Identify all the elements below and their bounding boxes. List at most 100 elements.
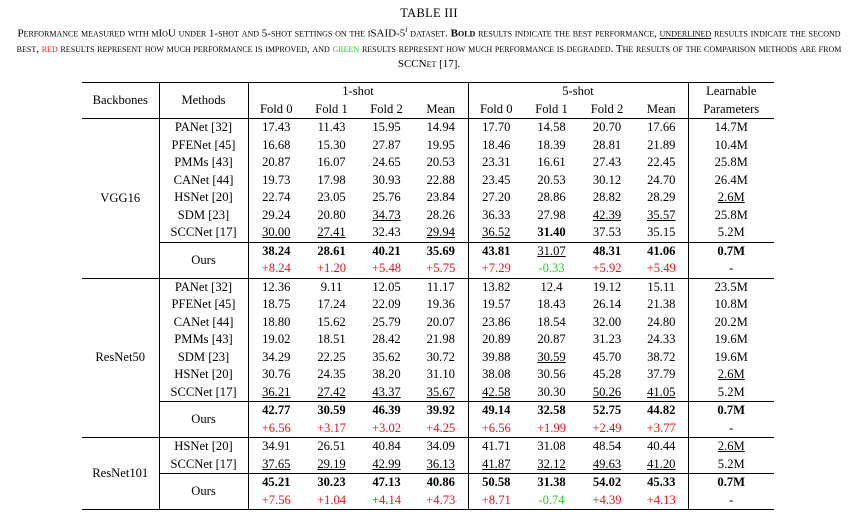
value-cell: 28.82 [592, 190, 622, 205]
method-name: CANet [44] [158, 313, 248, 331]
value-cell: 24.35 [317, 367, 346, 382]
value-cell: 25.79 [372, 314, 401, 329]
value-cell: 32.00 [592, 314, 622, 329]
value-cell: 20.80 [317, 207, 346, 222]
value-cell: 23.45 [467, 171, 524, 189]
value-cell: 28.29 [647, 190, 676, 205]
ours-cell: 0.7M [687, 241, 774, 260]
delta-cell: +5.92 [592, 261, 622, 276]
table-row: SCCNet [17] 30.00 27.41 32.43 29.94 36.52 31.4… [82, 224, 774, 242]
value-cell: 15.95 [359, 118, 414, 137]
value-cell: 40.44 [635, 437, 688, 456]
value-cell: 20.87 [247, 154, 304, 172]
method-name: PMMs [43] [158, 331, 248, 349]
value-cell: 17.43 [247, 118, 304, 137]
value-cell: 30.76 [247, 366, 304, 384]
value-cell: 18.80 [247, 313, 304, 331]
value-cell: 27.20 [467, 189, 524, 207]
ours-cell: 35.69 [414, 241, 468, 260]
delta-cell: -0.33 [538, 261, 565, 276]
value-cell: 25.8M [687, 206, 774, 224]
value-cell: 35.67 [426, 384, 455, 399]
method-name: SCCNet [17] [158, 455, 248, 474]
value-cell: 23.5M [687, 277, 774, 296]
header-1shot-mean: Mean [426, 101, 456, 116]
value-cell: 27.42 [317, 384, 346, 399]
table-row: CANet [44] 19.73 17.98 30.93 22.88 23.45 20.53… [82, 171, 774, 189]
ours-cell: 45.33 [635, 473, 688, 492]
value-cell: 50.26 [592, 384, 622, 399]
caption-green-word: green [332, 42, 360, 55]
table-body: VGG16 PANet [32] 17.43 11.43 15.95 14.94 17.70… [82, 118, 774, 510]
value-cell: 38.20 [372, 367, 401, 382]
ours-cell: 0.7M [687, 473, 774, 492]
value-cell: 34.91 [247, 437, 304, 456]
delta-cell: +4.13 [635, 491, 688, 510]
value-cell: 24.65 [372, 155, 401, 170]
delta-cell: -0.74 [524, 491, 579, 510]
value-cell: 42.99 [372, 456, 401, 471]
value-cell: 35.57 [647, 207, 676, 222]
value-cell: 31.08 [524, 437, 579, 456]
value-cell: 19.36 [426, 297, 455, 312]
delta-cell: - [687, 260, 774, 278]
value-cell: 20.53 [426, 155, 455, 170]
method-name: PMMs [43] [158, 154, 248, 172]
delta-cell: +1.99 [536, 420, 567, 435]
value-cell: 18.39 [537, 137, 566, 152]
delta-cell: +1.20 [316, 261, 347, 276]
delta-cell: +6.56 [467, 419, 524, 438]
value-cell: 11.17 [414, 277, 468, 296]
value-cell: 30.93 [372, 172, 401, 187]
method-name: HSNet [20] [158, 366, 248, 384]
value-cell: 23.05 [317, 190, 346, 205]
delta-cell: +3.77 [646, 420, 676, 435]
value-cell: 15.30 [317, 137, 346, 152]
table-caption: Performance measured with mIoU under 1-s… [6, 22, 852, 73]
table-row: ResNet50 PANet [32] 12.36 9.11 12.05 11.17 13.… [82, 277, 774, 438]
value-cell: 18.43 [537, 297, 566, 312]
ours-cell: 54.02 [579, 473, 635, 492]
ours-row: Ours 42.77 30.59 46.39 39.92 49.14 32.58 52.75 4… [82, 401, 774, 438]
value-cell: 35.15 [647, 225, 676, 240]
value-cell: 16.68 [247, 136, 304, 154]
ours-cell: 45.21 [247, 473, 304, 492]
delta-cell: +8.24 [247, 260, 304, 278]
value-cell: 39.88 [467, 348, 524, 366]
table-row: PMMs [43] 20.87 16.07 24.65 20.53 23.31 16.61 2… [82, 154, 774, 172]
value-cell: 30.30 [537, 384, 566, 399]
value-cell: 27.98 [537, 207, 566, 222]
value-cell: 38.08 [467, 366, 524, 384]
value-cell: 30.00 [247, 224, 304, 242]
value-cell: 18.51 [317, 332, 346, 347]
value-cell: 10.8M [687, 296, 774, 314]
value-cell: 32.12 [537, 456, 566, 471]
ours-cell: 50.58 [467, 473, 524, 492]
table-row: ResNet101 HSNet [20] 34.91 26.51 40.84 34.09 4… [82, 437, 774, 510]
value-cell: 25.8M [687, 154, 774, 172]
caption-red-word: red [41, 42, 58, 55]
backbone-label: VGG16 [82, 118, 159, 278]
value-cell: 22.09 [372, 297, 401, 312]
value-cell: 20.53 [537, 172, 566, 187]
ours-cell: 40.21 [359, 241, 414, 260]
value-cell: 34.29 [247, 348, 304, 366]
ours-cell: 28.61 [304, 241, 359, 260]
ours-cell: 48.31 [579, 241, 635, 260]
value-cell: 28.86 [537, 190, 566, 205]
value-cell: 27.41 [317, 225, 346, 240]
value-cell: 37.53 [592, 225, 622, 240]
method-name: SDM [23] [158, 348, 248, 366]
value-cell: 15.62 [317, 314, 346, 329]
header-1shot-fold1: Fold 1 [315, 101, 348, 116]
ours-cell: 44.82 [635, 401, 688, 420]
value-cell: 30.12 [592, 172, 622, 187]
delta-cell: +2.49 [592, 420, 622, 435]
value-cell: 36.13 [426, 456, 455, 471]
delta-cell: +4.14 [359, 491, 414, 510]
delta-cell: +3.17 [316, 420, 347, 435]
ours-cell: 47.13 [359, 473, 414, 492]
ours-cell: 41.06 [635, 241, 688, 260]
value-cell: 9.11 [304, 277, 359, 296]
value-cell: 5.2M [687, 224, 774, 242]
